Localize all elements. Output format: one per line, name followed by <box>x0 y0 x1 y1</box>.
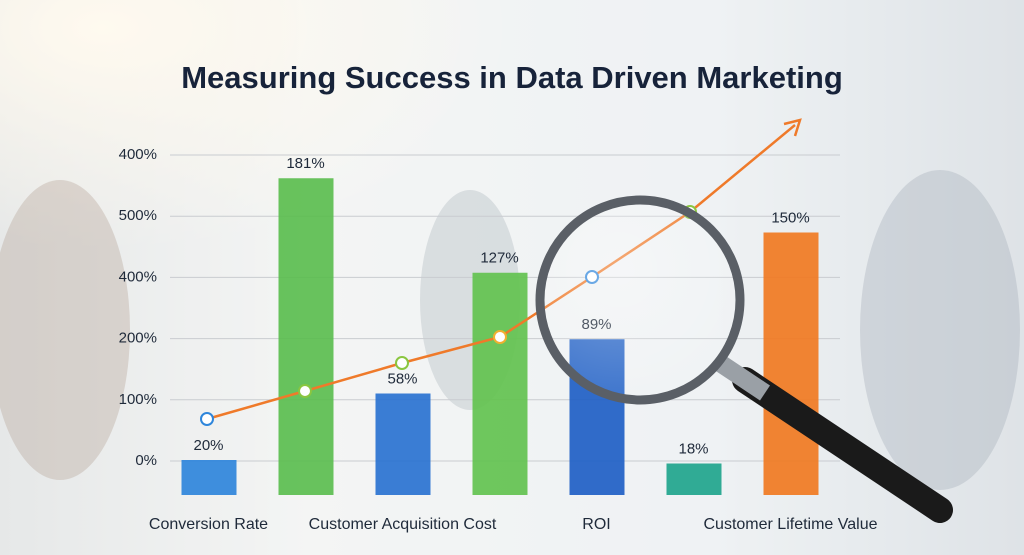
bar <box>181 460 237 495</box>
chart-title: Measuring Success in Data Driven Marketi… <box>181 60 843 95</box>
bar <box>375 393 431 495</box>
x-axis-label: Customer Lifetime Value <box>704 516 878 533</box>
value-label: 20% <box>193 437 223 454</box>
trend-arrow <box>783 118 802 137</box>
collar <box>715 355 770 401</box>
value-label: 18% <box>678 440 708 457</box>
x-axis-label: Customer Acquisition Cost <box>309 516 497 533</box>
marker <box>493 330 507 344</box>
magnifying-glass <box>535 195 953 523</box>
handle <box>732 367 953 523</box>
marker <box>200 412 214 426</box>
y-axis-label: 0% <box>135 452 157 469</box>
value-label: 127% <box>480 250 518 267</box>
bar <box>472 272 528 495</box>
x-axis-label: ROI <box>582 516 610 533</box>
value-label: 150% <box>771 209 809 226</box>
y-axis-label: 500% <box>119 207 157 224</box>
marker <box>298 384 312 398</box>
marker <box>395 356 409 370</box>
bar <box>666 463 722 495</box>
blurred-people <box>0 170 1020 490</box>
value-label: 181% <box>286 155 324 172</box>
y-axis-label: 100% <box>119 391 157 408</box>
bar <box>763 232 819 495</box>
x-axis-label: Conversion Rate <box>149 516 268 533</box>
lens <box>535 195 745 405</box>
y-axis-label: 200% <box>119 330 157 347</box>
bar <box>278 178 334 495</box>
y-axis-label: 400% <box>119 146 157 163</box>
value-label: 58% <box>387 370 417 387</box>
y-axis-label: 400% <box>119 268 157 285</box>
